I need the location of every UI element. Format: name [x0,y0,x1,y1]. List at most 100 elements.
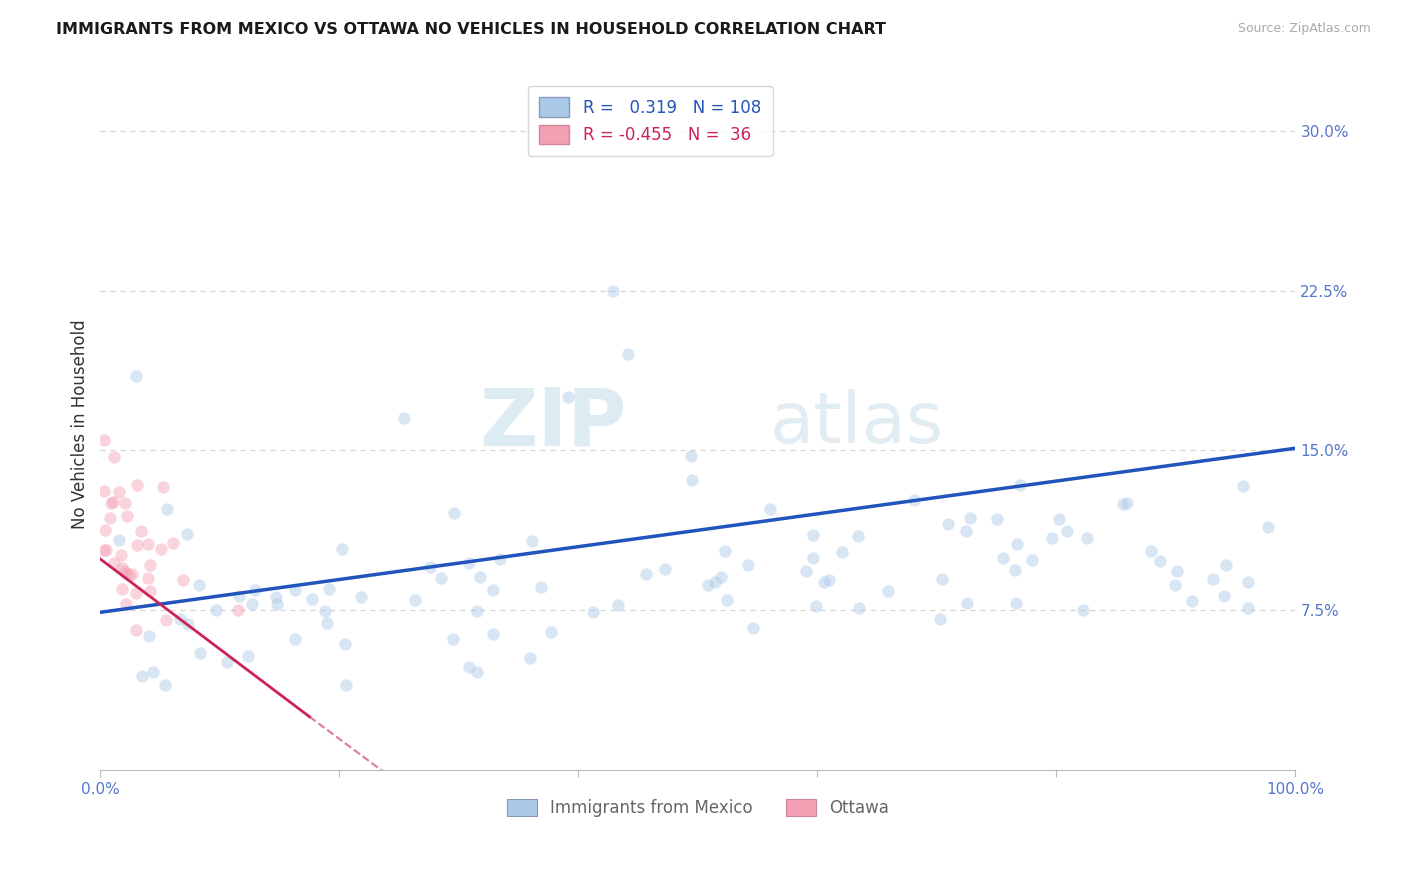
Point [107,533,129,548]
Point [758,501,780,516]
Point [94,523,117,537]
Point [741,621,763,635]
Point [1237,601,1260,615]
Point [713,544,735,558]
Point [716,593,738,607]
Point [125,623,148,637]
Point [1201,572,1223,586]
Point [986,512,1008,526]
Point [94,543,117,558]
Point [115,509,138,524]
Point [333,637,356,651]
Point [1076,531,1098,545]
Point [482,582,505,597]
Point [108,485,131,500]
Point [245,582,267,597]
Point [1004,563,1026,577]
Point [1166,565,1188,579]
Point [103,450,125,464]
Point [176,526,198,541]
Point [301,591,323,606]
Point [1005,537,1028,551]
Point [1115,496,1137,510]
Point [636,567,658,582]
Point [489,552,512,566]
Point [188,578,211,592]
Point [467,665,489,680]
Y-axis label: No Vehicles in Household: No Vehicles in Household [72,319,89,529]
Point [93,542,115,557]
Text: ZIP: ZIP [479,384,626,463]
Point [1140,543,1163,558]
Point [540,624,562,639]
Point [936,517,959,532]
Point [142,665,165,679]
Point [121,567,143,582]
Point [1112,497,1135,511]
Point [1004,596,1026,610]
Point [316,615,339,630]
Text: atlas: atlas [769,389,943,458]
Point [419,559,441,574]
Point [335,678,357,692]
Point [794,564,817,578]
Point [1237,575,1260,590]
Point [114,496,136,510]
Point [318,582,340,597]
Point [956,596,979,610]
Point [1181,594,1204,608]
Point [136,537,159,551]
Point [169,611,191,625]
Point [697,578,720,592]
Point [1149,554,1171,568]
Point [226,603,249,617]
Point [654,562,676,576]
Point [903,492,925,507]
Point [703,575,725,590]
Point [710,570,733,584]
Point [111,561,134,575]
Point [284,582,307,597]
Legend: Immigrants from Mexico, Ottawa: Immigrants from Mexico, Ottawa [501,792,896,824]
Point [458,557,481,571]
Point [125,477,148,491]
Point [100,511,122,525]
Point [1010,477,1032,491]
Point [139,584,162,599]
Point [155,678,177,692]
Point [877,584,900,599]
Point [1212,589,1234,603]
Point [236,649,259,664]
Point [100,496,122,510]
Point [93,433,115,447]
Point [138,629,160,643]
Point [931,572,953,586]
Point [959,511,981,525]
Text: Source: ZipAtlas.com: Source: ZipAtlas.com [1237,22,1371,36]
Point [350,590,373,604]
Point [205,602,228,616]
Point [118,568,141,582]
Point [266,597,288,611]
Point [188,647,211,661]
Point [557,390,579,404]
Point [582,605,605,619]
Point [813,574,835,589]
Point [955,524,977,538]
Point [404,593,426,607]
Point [846,529,869,543]
Point [155,613,177,627]
Point [129,524,152,538]
Point [103,556,125,570]
Point [177,617,200,632]
Point [993,550,1015,565]
Point [441,632,464,647]
Point [111,582,134,596]
Point [617,347,640,361]
Point [602,284,624,298]
Point [1040,532,1063,546]
Point [264,590,287,604]
Point [114,566,136,580]
Point [284,632,307,646]
Point [162,536,184,550]
